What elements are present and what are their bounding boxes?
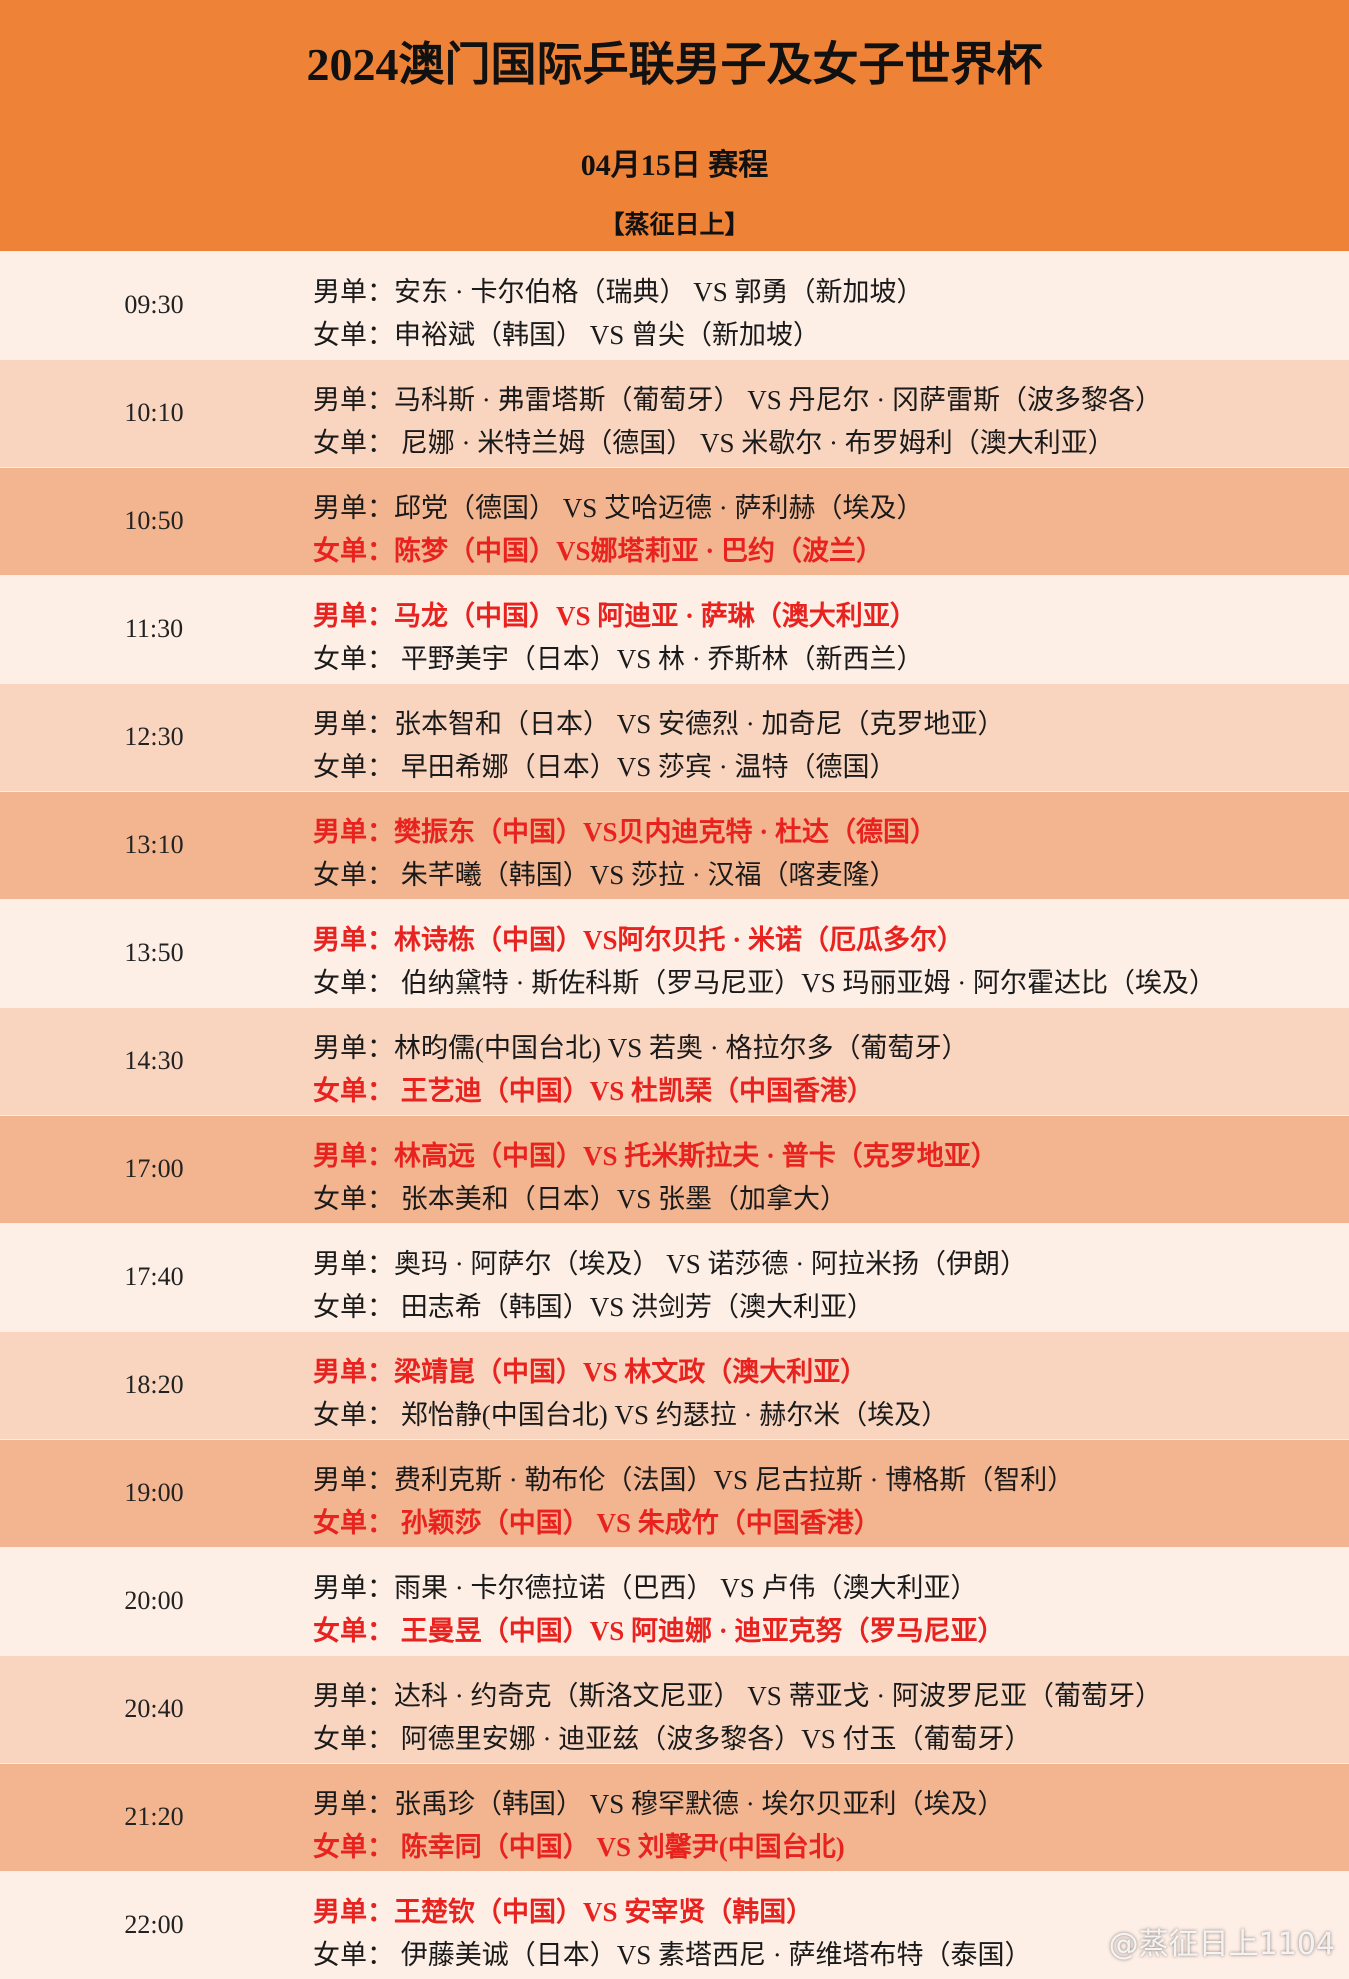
match: 女单： 张本美和（日本）VS 张墨（加拿大） [313,1184,848,1214]
match: 男单：梁靖崑（中国）VS 林文政（澳大利亚） [313,1357,868,1387]
match: 女单： 早田希娜（日本）VS 莎宾 · 温特（德国） [313,752,897,782]
author: 【蒸征日上】 [599,212,750,239]
match: 男单：马科斯 · 弗雷塔斯（葡萄牙） VS 丹尼尔 · 冈萨雷斯（波多黎各） [313,385,1162,415]
match: 女单： 伯纳黛特 · 斯佐科斯（罗马尼亚）VS 玛丽亚姆 · 阿尔霍达比（埃及） [313,968,1216,998]
match: 男单：樊振东（中国）VS贝内迪克特 · 杜达（德国） [313,817,938,847]
schedule-row: 12:30 男单：张本智和（日本） VS 安德烈 · 加奇尼（克罗地亚） 女单： 早… [0,683,1349,791]
match: 女单： 朱芊曦（韩国）VS 莎拉 · 汉福（喀麦隆） [313,860,897,890]
time: 22:00 [124,1910,184,1939]
title: 2024澳门国际乒联男子及女子世界杯 [306,39,1043,90]
match: 男单：马龙（中国）VS 阿迪亚 · 萨琳（澳大利亚） [313,601,917,631]
schedule-row: 13:10 男单：樊振东（中国）VS贝内迪克特 · 杜达（德国） 女单： 朱芊曦（韩… [0,791,1349,899]
schedule-row: 22:00 男单：王楚钦（中国）VS 安宰贤（韩国） 女单： 伊藤美诚（日本）VS … [0,1871,1349,1979]
match: 女单：陈梦（中国）VS娜塔莉亚 · 巴约（波兰） [313,536,884,566]
time: 09:30 [124,290,184,319]
time: 14:30 [124,1046,184,1075]
header: 2024澳门国际乒联男子及女子世界杯 04月15日 赛程 【蒸征日上】 [0,0,1349,251]
match: 男单：邱党（德国） VS 艾哈迈德 · 萨利赫（埃及） [313,493,924,523]
schedule-row: 14:30 男单：林昀儒(中国台北) VS 若奥 · 格拉尔多（葡萄牙） 女单： 王… [0,1007,1349,1115]
time: 13:10 [124,830,184,859]
schedule-row: 17:40 男单：奥玛 · 阿萨尔（埃及） VS 诺莎德 · 阿拉米扬（伊朗） 女单… [0,1223,1349,1331]
match: 男单：张本智和（日本） VS 安德烈 · 加奇尼（克罗地亚） [313,709,1005,739]
match: 男单：安东 · 卡尔伯格（瑞典） VS 郭勇（新加坡） [313,277,924,307]
time: 10:50 [124,506,184,535]
match: 女单： 尼娜 · 米特兰姆（德国） VS 米歇尔 · 布罗姆利（澳大利亚） [313,428,1115,458]
schedule-row: 21:20 男单：张禹珍（韩国） VS 穆罕默德 · 埃尔贝亚利（埃及） 女单： 陈… [0,1763,1349,1871]
match: 男单：王楚钦（中国）VS 安宰贤（韩国） [313,1897,814,1927]
time: 12:30 [124,722,184,751]
time: 17:40 [124,1262,184,1291]
match: 女单： 田志希（韩国）VS 洪剑芳（澳大利亚） [313,1292,875,1322]
match: 男单：林高远（中国）VS 托米斯拉夫 · 普卡（克罗地亚） [313,1141,998,1171]
schedule: 09:30 男单：安东 · 卡尔伯格（瑞典） VS 郭勇（新加坡） 女单：申裕斌（韩… [0,251,1349,1979]
match: 男单：林昀儒(中国台北) VS 若奥 · 格拉尔多（葡萄牙） [313,1033,969,1063]
time: 21:20 [124,1802,184,1831]
time: 13:50 [124,938,184,967]
match: 男单：林诗栋（中国）VS阿尔贝托 · 米诺（厄瓜多尔） [313,925,965,955]
time: 11:30 [124,614,184,643]
match: 女单： 陈幸同（中国） VS 刘馨尹(中国台北) [313,1832,845,1862]
match: 男单：奥玛 · 阿萨尔（埃及） VS 诺莎德 · 阿拉米扬（伊朗） [313,1249,1027,1279]
match: 女单： 孙颖莎（中国） VS 朱成竹（中国香港） [313,1508,881,1538]
time: 18:20 [124,1370,184,1399]
match: 女单：申裕斌（韩国） VS 曾尖（新加坡） [313,320,821,350]
match: 女单： 王艺迪（中国）VS 杜凯琹（中国香港） [313,1076,875,1106]
time: 10:10 [124,398,184,427]
schedule-row: 19:00 男单：费利克斯 · 勒布伦（法国）VS 尼古拉斯 · 博格斯（智利） 女… [0,1439,1349,1547]
watermark: @蒸征日上1104 [1108,1927,1335,1962]
match: 女单： 郑怡静(中国台北) VS 约瑟拉 · 赫尔米（埃及） [313,1400,949,1430]
match: 女单： 伊藤美诚（日本）VS 素塔西尼 · 萨维塔布特（泰国） [313,1940,1032,1970]
schedule-row: 11:30 男单：马龙（中国）VS 阿迪亚 · 萨琳（澳大利亚） 女单： 平野美宇（… [0,575,1349,683]
schedule-row: 09:30 男单：安东 · 卡尔伯格（瑞典） VS 郭勇（新加坡） 女单：申裕斌（韩… [0,251,1349,359]
date: 04月15日 赛程 [580,149,769,182]
schedule-row: 17:00 男单：林高远（中国）VS 托米斯拉夫 · 普卡（克罗地亚） 女单： 张本… [0,1115,1349,1223]
match: 女单： 阿德里安娜 · 迪亚兹（波多黎各）VS 付玉（葡萄牙） [313,1724,1032,1754]
schedule-row: 10:10 男单：马科斯 · 弗雷塔斯（葡萄牙） VS 丹尼尔 · 冈萨雷斯（波多… [0,359,1349,467]
match: 男单：达科 · 约奇克（斯洛文尼亚） VS 蒂亚戈 · 阿波罗尼亚（葡萄牙） [313,1681,1162,1711]
match: 女单： 王曼昱（中国）VS 阿迪娜 · 迪亚克努（罗马尼亚） [313,1616,1005,1646]
schedule-row: 10:50 男单：邱党（德国） VS 艾哈迈德 · 萨利赫（埃及） 女单：陈梦（中国… [0,467,1349,575]
schedule-row: 20:00 男单：雨果 · 卡尔德拉诺（巴西） VS 卢伟（澳大利亚） 女单： 王曼… [0,1547,1349,1655]
time: 19:00 [124,1478,184,1507]
time: 20:00 [124,1586,184,1615]
match: 男单：张禹珍（韩国） VS 穆罕默德 · 埃尔贝亚利（埃及） [313,1789,1005,1819]
schedule-row: 18:20 男单：梁靖崑（中国）VS 林文政（澳大利亚） 女单： 郑怡静(中国台北)… [0,1331,1349,1439]
match: 男单：雨果 · 卡尔德拉诺（巴西） VS 卢伟（澳大利亚） [313,1573,978,1603]
time: 17:00 [124,1154,184,1183]
schedule-row: 20:40 男单：达科 · 约奇克（斯洛文尼亚） VS 蒂亚戈 · 阿波罗尼亚（葡… [0,1655,1349,1763]
match: 男单：费利克斯 · 勒布伦（法国）VS 尼古拉斯 · 博格斯（智利） [313,1465,1075,1495]
schedule-row: 13:50 男单：林诗栋（中国）VS阿尔贝托 · 米诺（厄瓜多尔） 女单： 伯纳黛特… [0,899,1349,1007]
match: 女单： 平野美宇（日本）VS 林 · 乔斯林（新西兰） [313,644,924,674]
time: 20:40 [124,1694,184,1723]
